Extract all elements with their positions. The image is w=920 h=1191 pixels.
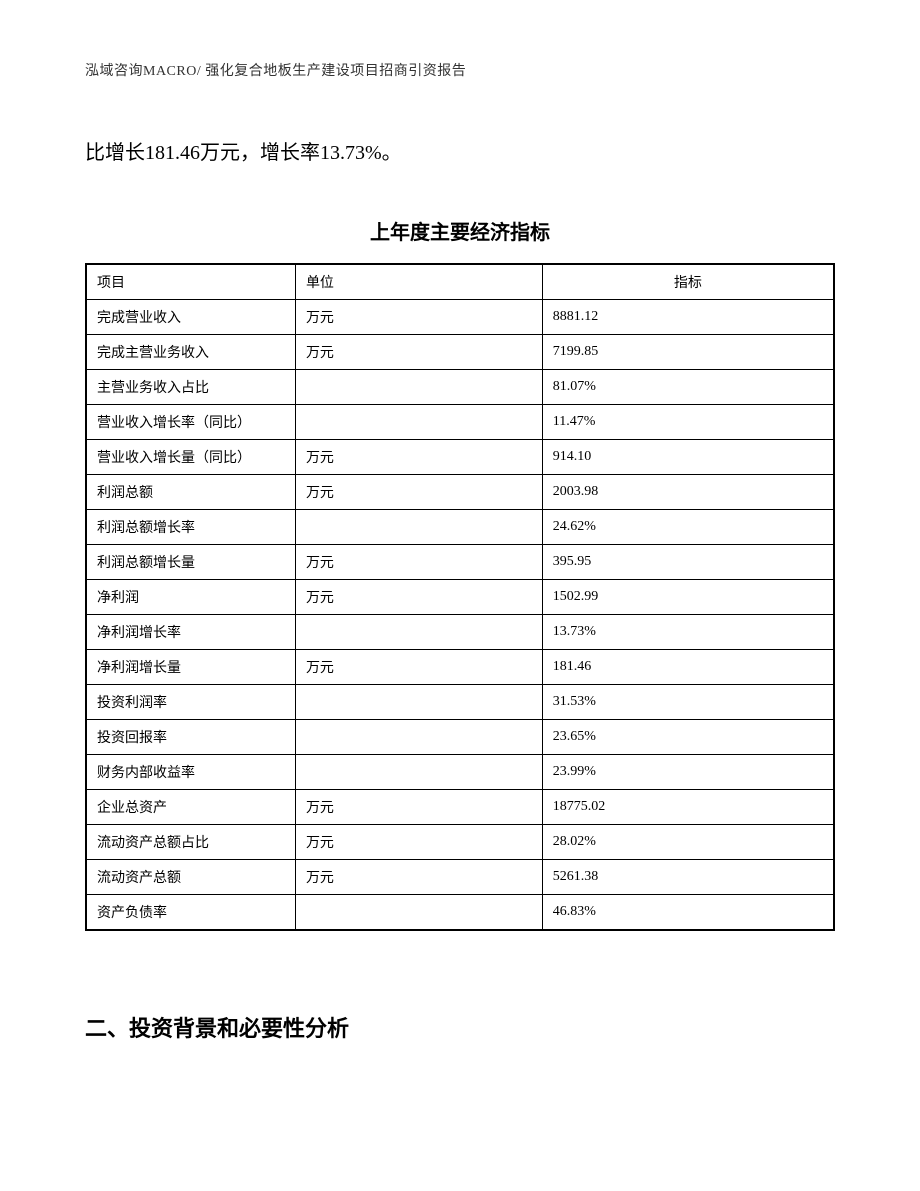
table-cell: 净利润增长量 [86,650,295,685]
table-cell: 利润总额 [86,475,295,510]
table-cell: 万元 [295,580,542,615]
table-cell [295,895,542,931]
table-row: 净利润万元1502.99 [86,580,834,615]
table-header-cell: 项目 [86,264,295,300]
table-cell: 完成营业收入 [86,300,295,335]
table-cell: 营业收入增长率（同比） [86,405,295,440]
table-cell: 11.47% [542,405,834,440]
table-cell: 2003.98 [542,475,834,510]
table-cell: 18775.02 [542,790,834,825]
table-cell: 万元 [295,545,542,580]
table-cell [295,405,542,440]
table-cell: 914.10 [542,440,834,475]
table-row: 财务内部收益率 23.99% [86,755,834,790]
table-cell: 资产负债率 [86,895,295,931]
table-cell: 流动资产总额 [86,860,295,895]
body-paragraph: 比增长181.46万元，增长率13.73%。 [85,135,835,171]
table-row: 流动资产总额万元5261.38 [86,860,834,895]
table-cell: 万元 [295,440,542,475]
table-cell: 利润总额增长量 [86,545,295,580]
table-row: 营业收入增长率（同比） 11.47% [86,405,834,440]
table-cell: 财务内部收益率 [86,755,295,790]
table-row: 完成营业收入万元8881.12 [86,300,834,335]
table-header-cell: 单位 [295,264,542,300]
table-cell: 7199.85 [542,335,834,370]
table-cell: 395.95 [542,545,834,580]
table-cell: 23.99% [542,755,834,790]
table-cell: 主营业务收入占比 [86,370,295,405]
table-cell: 81.07% [542,370,834,405]
table-row: 流动资产总额占比万元28.02% [86,825,834,860]
table-row: 投资回报率 23.65% [86,720,834,755]
table-header-row: 项目 单位 指标 [86,264,834,300]
table-row: 净利润增长率 13.73% [86,615,834,650]
table-cell: 完成主营业务收入 [86,335,295,370]
table-row: 资产负债率 46.83% [86,895,834,931]
table-row: 营业收入增长量（同比）万元914.10 [86,440,834,475]
table-cell: 万元 [295,300,542,335]
table-cell: 营业收入增长量（同比） [86,440,295,475]
table-cell: 万元 [295,475,542,510]
table-cell: 企业总资产 [86,790,295,825]
table-title: 上年度主要经济指标 [85,216,835,245]
table-cell: 万元 [295,650,542,685]
table-cell [295,755,542,790]
table-cell: 流动资产总额占比 [86,825,295,860]
table-row: 主营业务收入占比 81.07% [86,370,834,405]
table-cell: 投资回报率 [86,720,295,755]
table-cell: 8881.12 [542,300,834,335]
table-cell: 万元 [295,860,542,895]
table-row: 利润总额万元2003.98 [86,475,834,510]
table-cell: 万元 [295,825,542,860]
table-cell [295,370,542,405]
table-cell: 5261.38 [542,860,834,895]
table-cell: 31.53% [542,685,834,720]
table-cell [295,615,542,650]
table-cell: 万元 [295,335,542,370]
table-row: 利润总额增长量万元395.95 [86,545,834,580]
table-row: 投资利润率 31.53% [86,685,834,720]
table-row: 利润总额增长率 24.62% [86,510,834,545]
table-cell: 46.83% [542,895,834,931]
table-cell: 投资利润率 [86,685,295,720]
table-body: 完成营业收入万元8881.12完成主营业务收入万元7199.85主营业务收入占比… [86,300,834,931]
table-cell [295,510,542,545]
table-cell: 万元 [295,790,542,825]
table-cell: 13.73% [542,615,834,650]
table-row: 净利润增长量万元181.46 [86,650,834,685]
table-row: 完成主营业务收入万元7199.85 [86,335,834,370]
table-cell: 净利润增长率 [86,615,295,650]
table-row: 企业总资产万元18775.02 [86,790,834,825]
table-cell: 23.65% [542,720,834,755]
table-cell: 利润总额增长率 [86,510,295,545]
page-header: 泓域咨询MACRO/ 强化复合地板生产建设项目招商引资报告 [85,60,835,80]
table-cell: 28.02% [542,825,834,860]
table-cell [295,685,542,720]
table-header-cell: 指标 [542,264,834,300]
table-cell: 净利润 [86,580,295,615]
section-heading: 二、投资背景和必要性分析 [85,1011,835,1043]
table-cell: 24.62% [542,510,834,545]
table-cell [295,720,542,755]
table-cell: 1502.99 [542,580,834,615]
table-cell: 181.46 [542,650,834,685]
economic-indicators-table: 项目 单位 指标 完成营业收入万元8881.12完成主营业务收入万元7199.8… [85,263,835,931]
